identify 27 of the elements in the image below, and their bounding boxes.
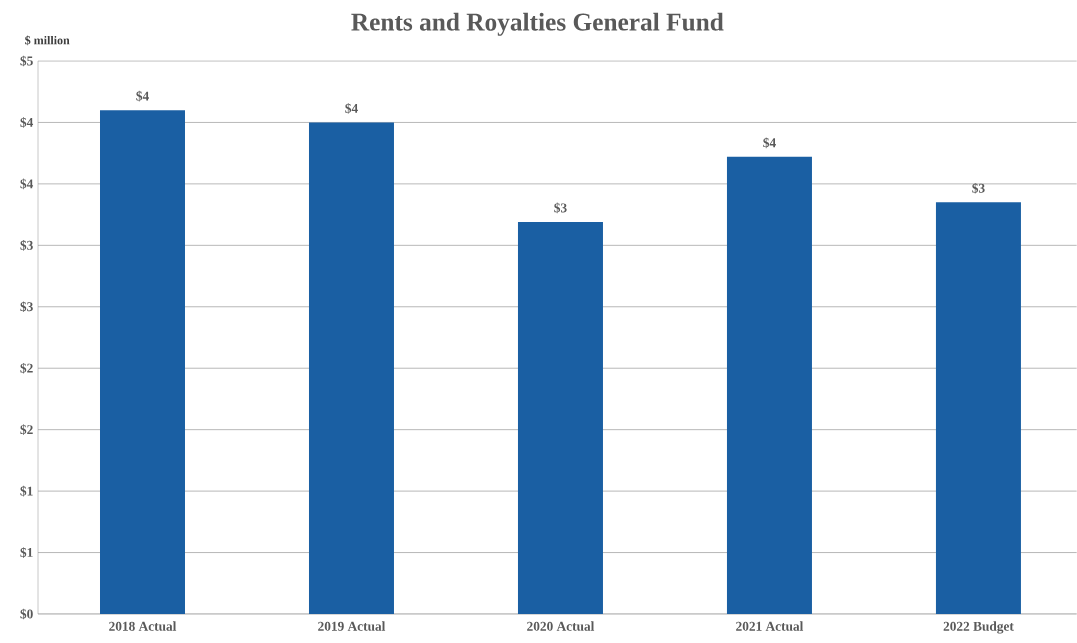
bar: [100, 110, 185, 614]
data-label: $3: [972, 182, 985, 194]
x-tick-label: 2021 Actual: [736, 621, 804, 631]
y-tick-label: $2: [20, 424, 33, 436]
y-tick-label: $5: [20, 55, 33, 67]
chart-title: Rents and Royalties General Fund: [351, 12, 724, 36]
data-label: $4: [763, 137, 776, 149]
data-label: $4: [136, 90, 149, 102]
y-tick-label: $4: [20, 178, 34, 190]
y-tick-label: $0: [20, 608, 33, 620]
y-tick-label: $3: [20, 239, 33, 251]
y-tick-label: $4: [20, 117, 34, 128]
bar: [517, 221, 603, 614]
bar: [726, 156, 812, 614]
bar: [308, 122, 394, 614]
x-tick-label: 2018 Actual: [109, 621, 177, 631]
x-tick-label: 2020 Actual: [527, 621, 595, 631]
data-label: $3: [554, 202, 567, 214]
data-label: $4: [345, 103, 358, 114]
x-tick-label: 2019 Actual: [318, 621, 386, 631]
x-tick-label: 2022 Budget: [943, 621, 1014, 634]
y-tick-label: $1: [20, 547, 33, 558]
y-tick-label: $1: [20, 485, 33, 497]
bar: [935, 202, 1021, 614]
y-tick-label: $2: [20, 362, 33, 374]
y-axis-title: $ million: [25, 35, 70, 46]
y-tick-label: $3: [20, 301, 33, 313]
